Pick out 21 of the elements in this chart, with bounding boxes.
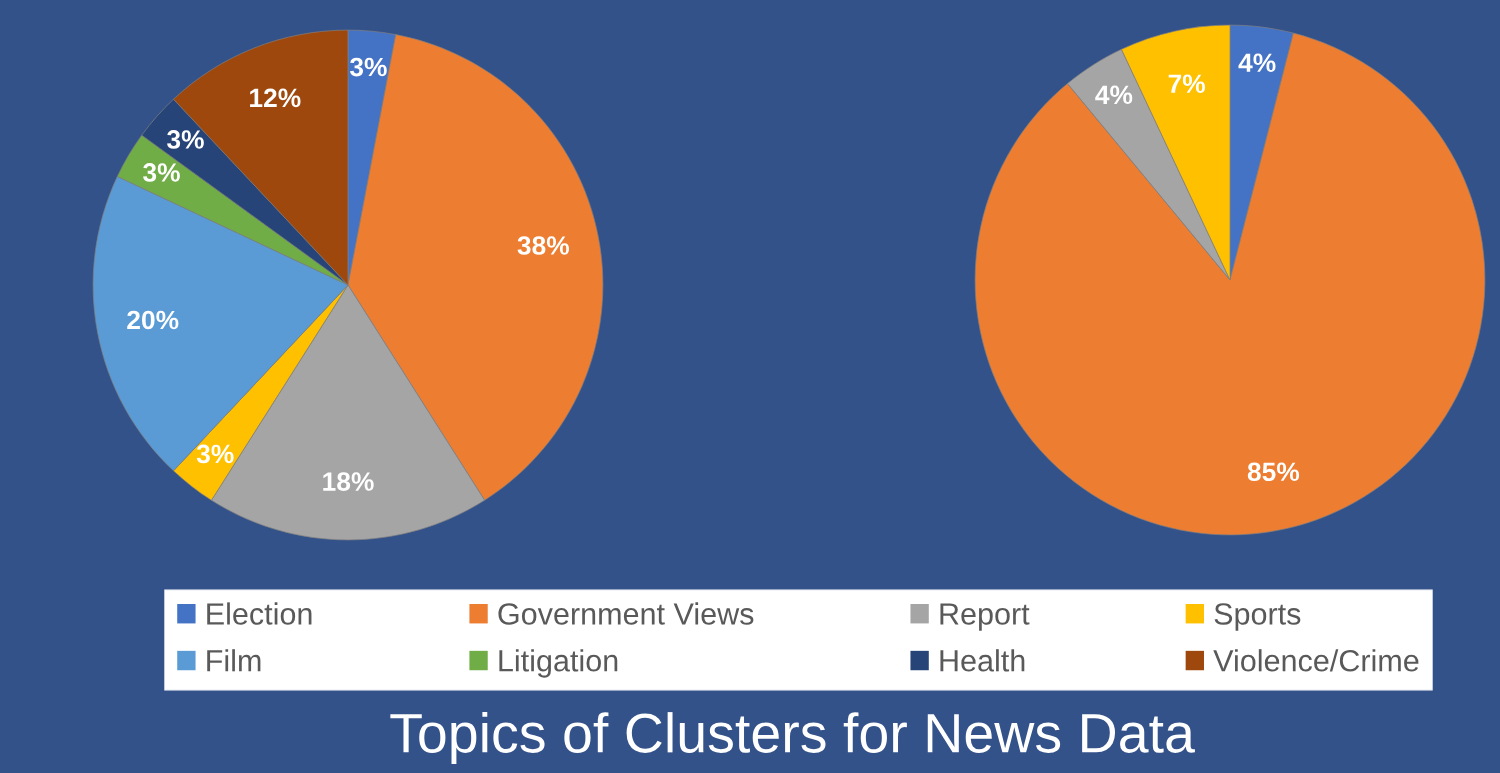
legend-label: Election (207, 602, 312, 625)
legend-label: Sports (1214, 603, 1301, 631)
data-label: 20% (127, 310, 179, 330)
data-label: 18% (323, 472, 374, 491)
data-label: 4% (1095, 85, 1133, 105)
data-label: 38% (517, 236, 570, 255)
data-label: 7% (1168, 74, 1205, 93)
text: Topics of Clusters for News Data (390, 712, 1195, 764)
data-label: 3% (196, 444, 234, 464)
legend-label: Violence/Crime (1213, 649, 1419, 672)
legend-label: Film (207, 649, 261, 672)
legend-label: Government Views (498, 602, 754, 625)
legend-label: Litigation (499, 649, 618, 678)
legend-label: Health (940, 649, 1025, 672)
legend-label: Report (940, 603, 1030, 631)
data-label: 3% (143, 163, 180, 182)
data-label: 3% (167, 130, 204, 149)
data-label: 4% (1238, 53, 1276, 73)
data-label: 12% (250, 88, 301, 108)
data-label: 3% (349, 57, 387, 77)
data-label: 85% (1247, 462, 1300, 482)
